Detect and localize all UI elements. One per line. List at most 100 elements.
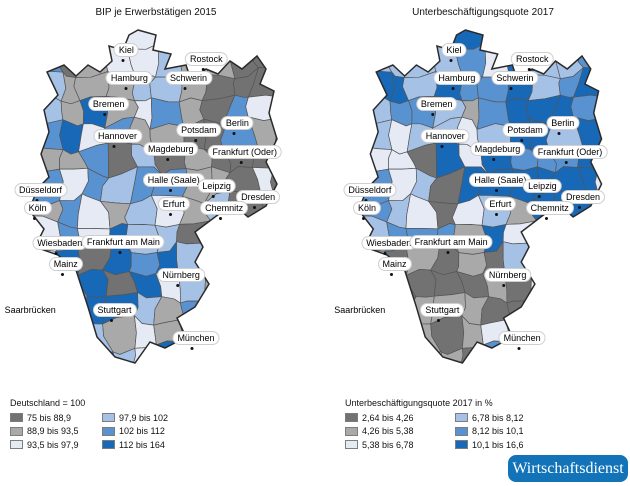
city-dot bbox=[54, 252, 58, 256]
city-dot bbox=[437, 319, 441, 323]
district-cell bbox=[308, 142, 335, 174]
legend-item: 4,26 bis 5,38 bbox=[345, 425, 455, 439]
city-name: Nürnberg bbox=[483, 268, 532, 283]
city-dot bbox=[232, 131, 236, 135]
legend-label: 88,9 bis 93,5 bbox=[27, 426, 79, 437]
city-label: Köln bbox=[352, 201, 382, 221]
city-dot bbox=[537, 194, 541, 198]
city-name: Frankfurt (Oder) bbox=[207, 145, 283, 160]
city-name: Erfurt bbox=[157, 197, 190, 212]
city-name: Bremen bbox=[87, 96, 130, 111]
city-label: Hamburg bbox=[105, 70, 153, 90]
city-dot bbox=[253, 205, 257, 209]
district-cell bbox=[273, 116, 277, 152]
city-layer: Kiel Rostock Hamburg Schwerin Bremen Hannover… bbox=[334, 24, 628, 396]
city-label: Erfurt bbox=[157, 197, 190, 217]
district-cell bbox=[622, 391, 630, 426]
legend-label: 93,5 bis 97,9 bbox=[27, 439, 79, 450]
city-label: Nürnberg bbox=[157, 268, 205, 288]
city-layer: Kiel Rostock Hamburg Schwerin Bremen Hannover… bbox=[5, 24, 304, 396]
district-cell bbox=[305, 191, 328, 228]
district-cell bbox=[309, 0, 339, 25]
legend-item: 88,9 bis 93,5 bbox=[10, 425, 102, 439]
city-name: Leipzig bbox=[197, 178, 236, 193]
city-label: Berlin bbox=[546, 115, 580, 135]
city-name: Potsdam bbox=[176, 123, 222, 138]
city-dot bbox=[193, 139, 197, 143]
city-dot bbox=[165, 157, 169, 161]
city-label: Halle (Saale) bbox=[469, 173, 532, 193]
city-dot bbox=[201, 68, 205, 72]
district-cell bbox=[310, 167, 337, 198]
city-dot bbox=[32, 217, 36, 221]
city-name: München bbox=[498, 331, 546, 346]
city-dot bbox=[431, 112, 435, 116]
city-label: Magdeburg bbox=[143, 141, 199, 161]
city-dot bbox=[448, 59, 452, 63]
germany-outline bbox=[28, 29, 278, 364]
germany-outline bbox=[357, 29, 603, 364]
legend-item: 5,38 bis 6,78 bbox=[345, 438, 455, 452]
city-label: Frankfurt am Main bbox=[81, 234, 165, 254]
city-dot bbox=[35, 198, 39, 202]
city-label: Mainz bbox=[48, 256, 83, 276]
city-name: Köln bbox=[23, 201, 52, 216]
city-label: Saarbrücken bbox=[329, 303, 390, 317]
city-label: Dresden bbox=[236, 189, 281, 209]
city-dot bbox=[517, 347, 521, 351]
city-dot bbox=[124, 86, 128, 90]
district-cell bbox=[0, 142, 5, 174]
city-name: Nürnberg bbox=[157, 268, 205, 283]
city-dot bbox=[495, 213, 499, 217]
city-dot bbox=[451, 86, 455, 90]
legend-color-swatch bbox=[455, 426, 468, 436]
city-dot bbox=[527, 68, 531, 72]
city-label: Bremen bbox=[87, 96, 130, 116]
district-cell bbox=[317, 222, 338, 251]
city-name: Saarbrücken bbox=[4, 305, 56, 316]
city-label: Frankfurt am Main bbox=[409, 234, 493, 254]
legend-color-swatch bbox=[10, 440, 23, 450]
legend-label: 5,38 bis 6,78 bbox=[362, 439, 414, 450]
district-cell bbox=[253, 397, 284, 426]
city-name: Potsdam bbox=[502, 123, 548, 138]
city-name: Magdeburg bbox=[469, 141, 526, 156]
district-cell bbox=[308, 124, 338, 145]
city-label: Chemnitz bbox=[200, 201, 249, 221]
city-name: Chemnitz bbox=[525, 201, 574, 216]
legend-color-swatch bbox=[10, 426, 23, 436]
city-label: Erfurt bbox=[484, 197, 517, 217]
city-dot bbox=[557, 131, 561, 135]
district-cell bbox=[310, 71, 339, 98]
legend-color-swatch bbox=[10, 413, 23, 423]
legend-item: 97,9 bis 102 bbox=[102, 411, 194, 425]
city-dot bbox=[389, 272, 393, 276]
city-label: Saarbrücken bbox=[0, 303, 61, 317]
city-label: Magdeburg bbox=[469, 141, 526, 161]
district-cell bbox=[303, 343, 335, 377]
city-name: Dresden bbox=[561, 189, 606, 204]
legend-item: 93,5 bis 97,9 bbox=[10, 438, 102, 452]
city-label: Schwerin bbox=[165, 70, 213, 90]
city-dot bbox=[121, 59, 125, 63]
district-cell bbox=[0, 192, 6, 226]
city-label: Nürnberg bbox=[483, 268, 532, 288]
city-label: Stuttgart bbox=[92, 303, 137, 323]
legend-item: 8,12 bis 10,1 bbox=[455, 425, 565, 439]
city-name: Mainz bbox=[48, 256, 83, 271]
city-dot bbox=[446, 250, 450, 254]
legend-color-swatch bbox=[345, 440, 358, 450]
legend-items: 75 bis 88,9 88,9 bis 93,5 93,5 bis 97,9 97,… bbox=[10, 411, 194, 452]
city-name: Hamburg bbox=[433, 70, 481, 85]
city-dot bbox=[183, 86, 187, 90]
city-name: Köln bbox=[352, 201, 382, 216]
city-name: München bbox=[172, 331, 220, 346]
city-label: Frankfurt (Oder) bbox=[532, 145, 608, 165]
district-cell bbox=[299, 69, 336, 106]
district-cell bbox=[578, 397, 609, 426]
legend-color-swatch bbox=[102, 426, 115, 436]
city-dot bbox=[492, 157, 496, 161]
legend-label: 8,12 bis 10,1 bbox=[472, 426, 524, 437]
district-cell bbox=[594, 167, 602, 205]
legend-color-swatch bbox=[455, 413, 468, 423]
